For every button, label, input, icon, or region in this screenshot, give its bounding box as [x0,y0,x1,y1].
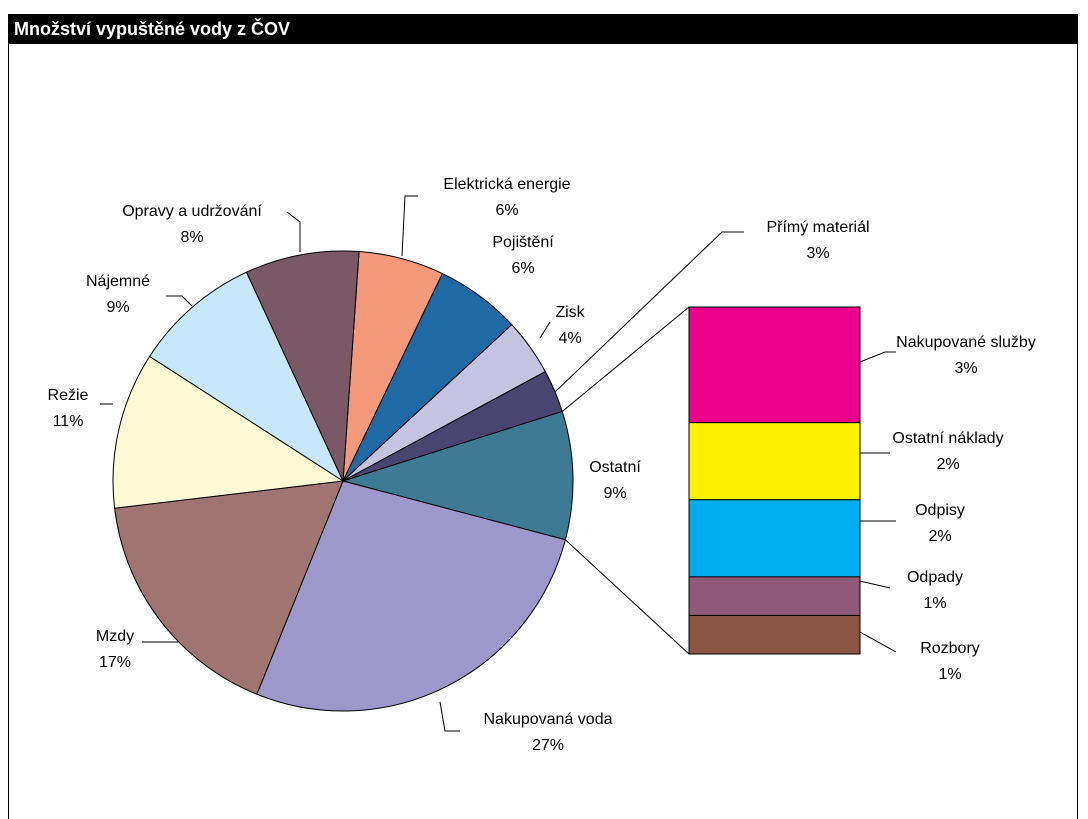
slice-value-label: 9% [106,299,129,316]
leader-line [554,231,744,393]
slice-value-label: 9% [603,485,626,502]
slice-label: Opravy a udržování [122,203,262,220]
pie-slice [341,410,574,541]
slice-label: Ostatní [589,459,641,476]
slice-value-label: 11% [53,413,84,430]
bar-label: Odpady [907,569,963,586]
leader-line [859,580,891,589]
slice-value-label: 17% [99,654,131,671]
bar-label: Ostatní náklady [892,430,1003,447]
slice-label: Mzdy [96,628,134,645]
bar-value-label: 1% [938,666,961,683]
leader-line [859,631,897,653]
connector-line [561,306,690,412]
bar-label: Odpisy [915,502,965,519]
connector-line [565,539,690,655]
pie-slice [256,480,566,712]
leader-line [439,701,460,732]
slice-label: Nakupovaná voda [484,711,613,728]
bar-segment [688,576,861,616]
pie-slice [148,271,345,483]
slice-label: Režie [48,387,89,404]
slice-value-label: 3% [806,245,829,262]
bar-value-label: 3% [954,360,977,377]
pie-slice [114,480,344,695]
chart-title: Množství vypuštěné vody z ČOV [14,18,290,39]
slice-value-label: 6% [511,260,534,277]
pie-slice [245,250,360,482]
bar-segment [688,499,861,578]
bar-segment [688,306,861,424]
leader-line [401,195,418,257]
header-bar [8,14,1078,44]
bar-label: Rozbory [920,640,980,657]
slice-label: Přímý materiál [766,219,869,236]
slice-label: Nájemné [86,273,150,290]
pie-slice [112,355,345,509]
bar-value-label: 1% [923,595,946,612]
leader-line [859,351,896,363]
slice-value-label: 27% [532,737,564,754]
slice-label: Zisk [555,304,585,321]
leader-line [539,321,551,339]
slice-value-label: 4% [558,330,581,347]
bar-segment [688,614,861,655]
leader-line [166,295,193,307]
bar-segment [688,422,861,501]
bar-value-label: 2% [936,456,959,473]
slice-value-label: 6% [495,202,518,219]
slice-label: Pojištění [492,234,554,251]
bar-label: Nakupované služby [896,334,1036,351]
slice-label: Elektrická energie [443,176,570,193]
bar-value-label: 2% [928,528,951,545]
leader-line [286,211,301,252]
slice-value-label: 8% [180,229,203,246]
